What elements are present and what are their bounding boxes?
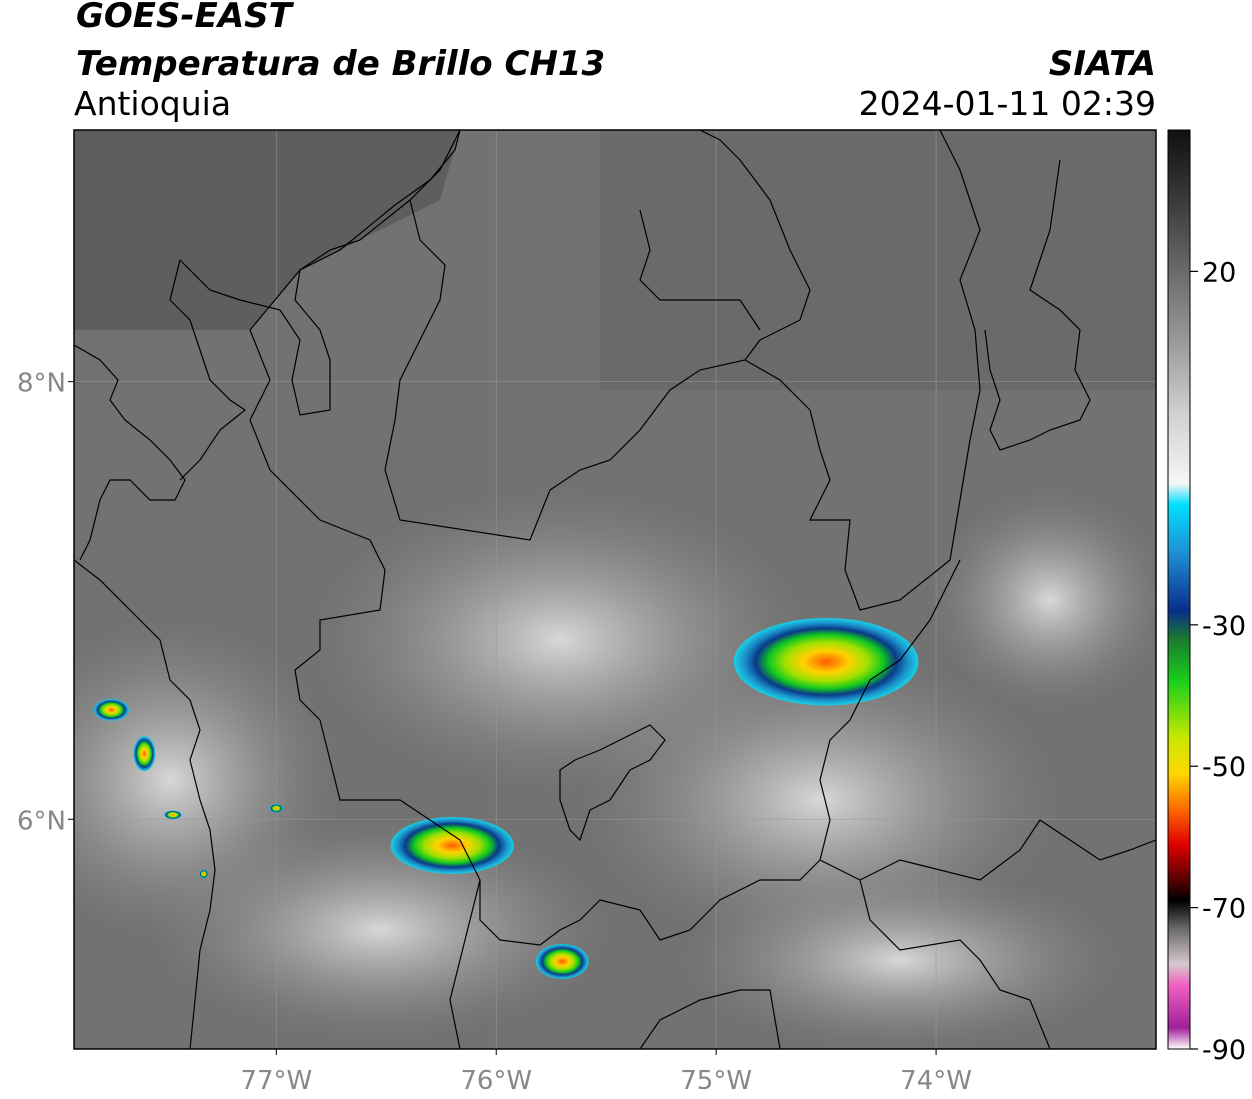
colorbar-label-1: -30 [1202,611,1246,642]
storm-cell-5 [164,810,182,820]
panama-border [169,259,247,481]
antioquia-east-border [744,130,981,611]
colorbar-label-2: -50 [1202,752,1246,783]
storm-cell-2 [535,943,589,979]
storm-cell-1 [390,817,514,874]
central-small-border [559,724,666,842]
lon-label-3: 74°W [900,1066,972,1096]
borders [74,130,1156,1049]
storm-cell-4 [133,736,156,772]
organization-label: SIATA [1048,44,1156,84]
lon-label-2: 75°W [680,1066,752,1096]
map-frame [73,129,1157,1050]
northeast-dark-region [600,130,1156,390]
region-title: Antioquia [74,84,232,123]
storm-cell-0 [733,617,919,706]
lat-label-1: 6°N [17,806,66,836]
antioquia-south-border [599,559,961,941]
lat-label-0: 8°N [17,369,66,399]
eastern-dept-border [819,819,1156,881]
storm-cells [93,617,919,979]
southern-dept-border-3 [859,879,1051,1049]
cloud-south [150,820,610,1040]
colorbar-label-4: -90 [1202,1035,1246,1066]
coastline-gulf [179,130,461,416]
datetime-label: 2024-01-11 02:39 [858,84,1156,123]
map-panel [74,130,1156,1049]
satellite-title: GOES-EAST [76,0,292,36]
storm-cell-3 [93,698,129,721]
antioquia-north-border [384,130,811,541]
northern-dark-region [74,130,460,330]
colorbar-label-0: 20 [1202,257,1236,288]
colorbar [1167,129,1191,1050]
colorbar-ticks: 20 -30 -50 -70 -90 [1190,257,1246,1066]
axis-labels: 77°W 76°W 75°W 74°W 8°N 6°N [17,369,972,1096]
storm-cell-6 [269,803,283,813]
cloud-northeast [930,490,1156,710]
pacific-coast [74,559,216,1049]
graticule [74,130,1156,1049]
product-title: Temperatura de Brillo CH13 [76,44,606,84]
antioquia-west-border [249,329,601,946]
southern-dept-border-1 [449,879,481,1049]
uraba-coast [74,344,186,561]
northeast-dept-border [639,209,761,331]
eastern-river-border [984,159,1091,451]
cloud-southeast [680,870,1120,1049]
storm-cell-7 [199,869,209,879]
colorbar-label-3: -70 [1202,894,1246,925]
southern-dept-border-2 [639,989,781,1049]
lon-label-1: 76°W [460,1066,532,1096]
lon-label-0: 77°W [240,1066,312,1096]
